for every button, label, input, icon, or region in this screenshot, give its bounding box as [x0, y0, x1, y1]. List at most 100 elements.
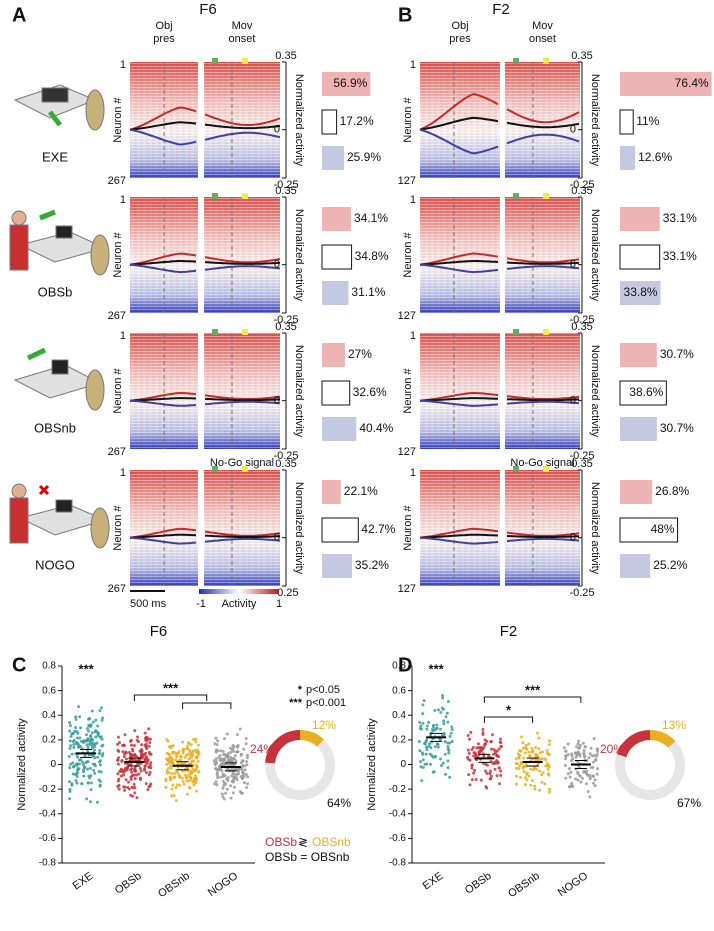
scatter-texture — [444, 715, 448, 719]
epoch-marker — [212, 193, 218, 199]
scatter-texture — [225, 768, 229, 772]
scatter-texture — [197, 752, 201, 756]
scatter-texture — [68, 787, 72, 791]
axis-label: Normalized activity — [589, 345, 601, 438]
scatter-texture — [80, 782, 84, 786]
activity-curve — [129, 399, 281, 407]
scatter-texture — [545, 749, 549, 753]
scatter-texture — [588, 777, 592, 781]
scatter-texture — [130, 747, 134, 751]
neuron-count: 1 — [410, 59, 416, 71]
scatter-texture — [218, 758, 222, 762]
significance: *** — [525, 682, 541, 697]
scatter-texture — [578, 746, 582, 750]
scatter-texture — [92, 768, 96, 772]
activity-curve — [129, 121, 281, 131]
axis-label: Normalized activity — [293, 74, 305, 167]
scatter-texture — [466, 734, 470, 738]
scatter-texture — [466, 757, 470, 761]
scatter-texture — [521, 741, 525, 745]
scatter-texture — [195, 765, 199, 769]
tick-label: 0.35 — [571, 321, 592, 333]
scatter-texture — [487, 754, 491, 758]
scatter-texture — [446, 741, 450, 745]
scatter-texture — [590, 754, 594, 758]
epoch-marker — [212, 329, 218, 335]
category-label: OBSb — [463, 870, 494, 897]
scatter-texture — [235, 745, 239, 749]
activity-curve — [129, 252, 281, 266]
significance: *** — [429, 661, 445, 676]
scatter-texture — [214, 748, 218, 752]
heatmap-texture — [420, 470, 500, 586]
percent-bar — [322, 554, 352, 578]
scatter-texture — [77, 705, 81, 709]
scatter-texture — [531, 749, 535, 753]
colorbar-label: 1 — [276, 598, 282, 610]
scatter-texture — [91, 720, 95, 724]
scatter-texture — [164, 777, 168, 781]
scatter-texture — [170, 794, 174, 798]
scatter-texture — [90, 709, 94, 713]
scatter-texture — [214, 757, 218, 761]
scatter-texture — [116, 762, 120, 766]
scatter-texture — [214, 767, 218, 771]
scatter-texture — [244, 742, 248, 746]
scatter-texture — [546, 767, 550, 771]
scatter-texture — [77, 767, 81, 771]
scatter-texture — [143, 731, 147, 735]
activity-curve — [419, 397, 580, 402]
scatter-texture — [577, 739, 581, 743]
scatter-texture — [187, 742, 191, 746]
scatter-texture — [217, 767, 221, 771]
scatter-texture — [474, 778, 478, 782]
scatter-texture — [517, 756, 521, 760]
tick-label: -0.25 — [569, 450, 594, 462]
scatter-texture — [116, 735, 120, 739]
scatter-texture — [89, 788, 93, 792]
scatter-texture — [122, 755, 126, 759]
scatter-texture — [192, 783, 196, 787]
donut-label: 20% — [600, 742, 624, 756]
scatter-texture — [547, 765, 551, 769]
category-label: EXE — [421, 870, 446, 892]
percent-label: 27% — [348, 347, 372, 361]
scatter-texture — [568, 775, 572, 779]
scatter-texture — [96, 755, 100, 759]
scatter-texture — [213, 742, 217, 746]
scatter-texture — [189, 776, 193, 780]
scatter-texture — [119, 767, 123, 771]
scatter-texture — [130, 770, 134, 774]
scatter-texture — [518, 748, 522, 752]
scatter-texture — [440, 764, 444, 768]
scatter-texture — [420, 779, 424, 783]
scatter-texture — [439, 757, 443, 761]
percent-label: 12.6% — [638, 150, 672, 164]
heatmap-texture — [204, 62, 280, 178]
percent-label: 32.6% — [353, 385, 387, 399]
scatter-texture — [441, 761, 445, 765]
scatter-texture — [133, 791, 137, 795]
scatter-texture — [514, 766, 518, 770]
panel-letter: C — [12, 654, 26, 676]
scatter-texture — [179, 754, 183, 758]
scatter-texture — [185, 746, 189, 750]
scatter-texture — [592, 760, 596, 764]
scatter-texture — [240, 765, 244, 769]
scatter-texture — [168, 755, 172, 759]
scatter-texture — [533, 787, 537, 791]
percent-label: 35.2% — [355, 558, 389, 572]
scatter-texture — [139, 754, 143, 758]
scatter-texture — [427, 720, 431, 724]
scatter-texture — [135, 735, 139, 739]
scatter-texture — [596, 749, 600, 753]
neuron-count: 1 — [120, 467, 126, 479]
scatter-texture — [122, 785, 126, 789]
scatter-texture — [100, 754, 104, 758]
donut-label: 67% — [677, 796, 701, 810]
scatter-texture — [183, 773, 187, 777]
scatter-texture — [138, 766, 142, 770]
colorbar-label: Activity — [222, 598, 257, 610]
heatmap-texture — [505, 470, 580, 586]
scatter-texture — [479, 749, 483, 753]
